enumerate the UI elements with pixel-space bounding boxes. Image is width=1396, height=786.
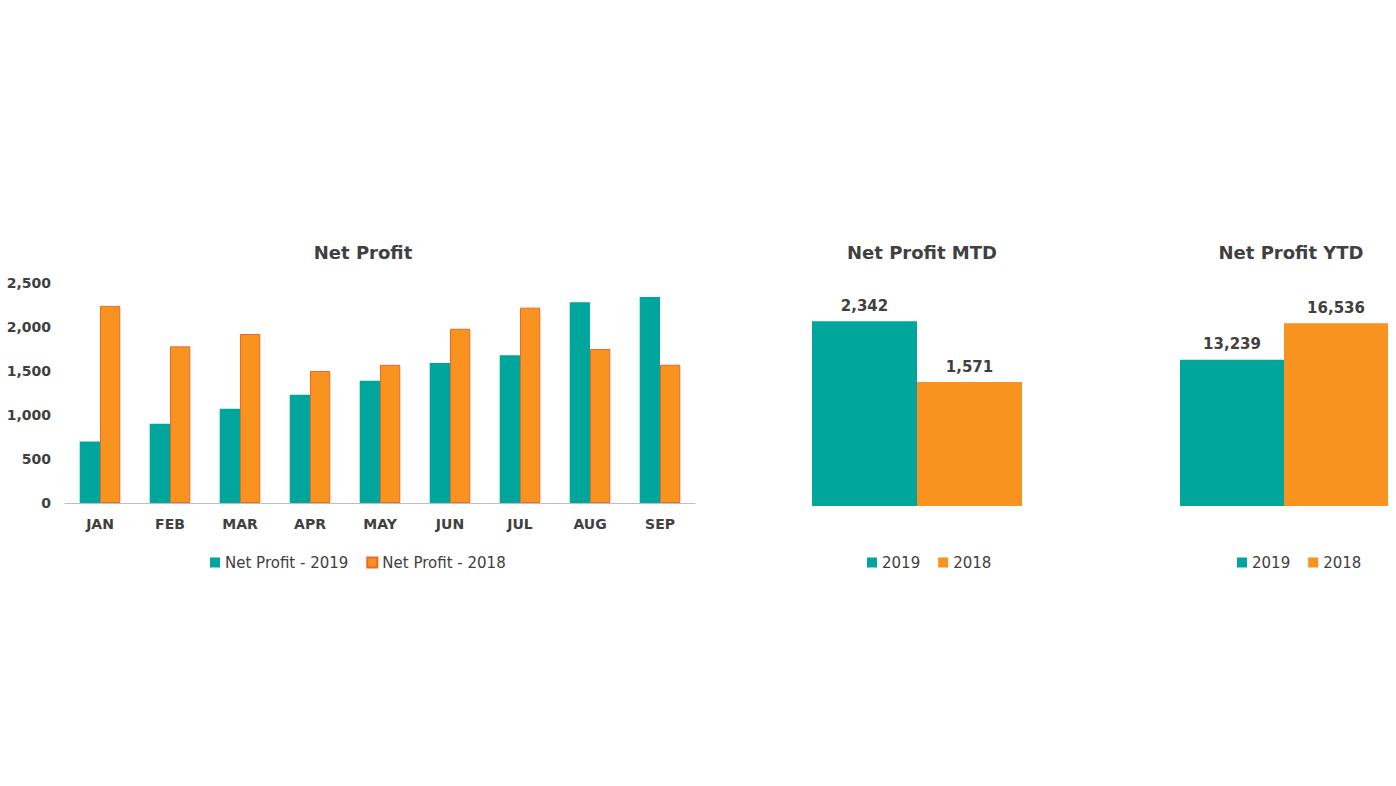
svg-text:1,000: 1,000 <box>7 407 52 423</box>
svg-text:2018: 2018 <box>1323 554 1361 572</box>
svg-text:2019: 2019 <box>1252 554 1290 572</box>
svg-text:2,500: 2,500 <box>7 275 52 291</box>
svg-text:2019: 2019 <box>882 554 920 572</box>
svg-text:SEP: SEP <box>645 516 675 532</box>
svg-text:500: 500 <box>22 451 51 467</box>
svg-text:2018: 2018 <box>953 554 991 572</box>
svg-text:1,500: 1,500 <box>7 363 52 379</box>
svg-text:16,536: 16,536 <box>1307 299 1365 317</box>
svg-text:13,239: 13,239 <box>1203 335 1261 353</box>
svg-text:2,000: 2,000 <box>7 319 52 335</box>
svg-text:JAN: JAN <box>85 516 114 532</box>
svg-text:Net Profit - 2019: Net Profit - 2019 <box>225 554 348 572</box>
svg-text:AUG: AUG <box>573 516 606 532</box>
svg-text:MAY: MAY <box>363 516 397 532</box>
svg-text:Net Profit - 2018: Net Profit - 2018 <box>382 554 505 572</box>
svg-text:JUL: JUL <box>506 516 533 532</box>
svg-text:2,342: 2,342 <box>841 297 888 315</box>
svg-text:MAR: MAR <box>222 516 258 532</box>
svg-text:Net Profit MTD: Net Profit MTD <box>847 242 997 263</box>
svg-text:FEB: FEB <box>155 516 185 532</box>
svg-text:APR: APR <box>294 516 326 532</box>
svg-text:1,571: 1,571 <box>946 358 993 376</box>
svg-text:0: 0 <box>41 495 51 511</box>
svg-text:Net Profit YTD: Net Profit YTD <box>1218 242 1363 263</box>
svg-text:Net Profit: Net Profit <box>314 242 413 263</box>
svg-text:JUN: JUN <box>435 516 464 532</box>
